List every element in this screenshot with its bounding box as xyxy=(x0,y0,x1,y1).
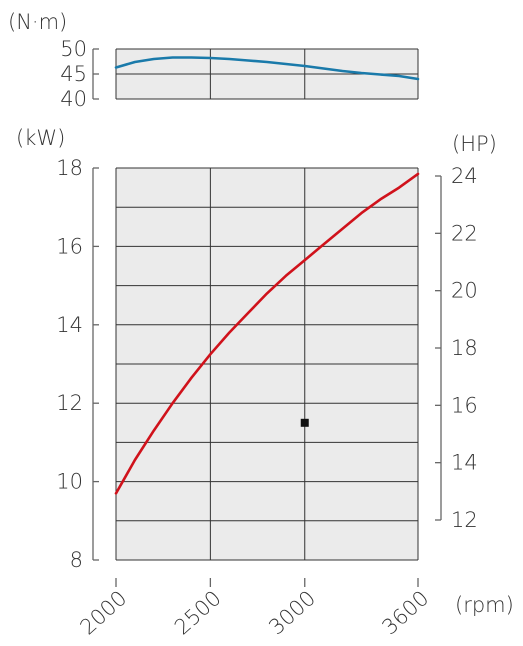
x-tick-label: 2000 xyxy=(76,586,132,640)
hp-tick-label: 16 xyxy=(451,393,478,417)
x-tick-label: 3000 xyxy=(264,586,320,640)
power-tick-label: 18 xyxy=(56,156,83,180)
hp-tick-label: 20 xyxy=(451,279,478,303)
plot-background xyxy=(116,49,418,560)
hp-tick-label: 14 xyxy=(451,451,478,475)
hp-tick-label: 12 xyxy=(451,508,478,532)
power-curve xyxy=(114,172,420,495)
power-unit-label: (kW) xyxy=(16,126,65,150)
hp-tick-label: 24 xyxy=(451,164,478,188)
torque-tick-label: 40 xyxy=(60,87,87,111)
torque-tick-label: 50 xyxy=(60,37,87,61)
x-tick-label: 2500 xyxy=(170,586,226,640)
torque-unit-label: (N·m) xyxy=(8,10,67,34)
axis-labels: (N·m) (kW) (HP) (rpm) xyxy=(8,10,514,617)
series-lines xyxy=(114,56,420,495)
hp-unit-label: (HP) xyxy=(452,132,497,156)
power-tick-label: 12 xyxy=(56,391,83,415)
hp-tick-label: 22 xyxy=(451,221,478,245)
power-tick-label: 14 xyxy=(56,313,83,337)
rpm-unit-label: (rpm) xyxy=(455,593,514,617)
rated-point-marker xyxy=(300,418,309,427)
power-tick-label: 16 xyxy=(56,234,83,258)
torque-curve xyxy=(114,56,420,81)
torque-tick-label: 45 xyxy=(60,62,87,86)
x-tick-label: 3600 xyxy=(378,586,434,640)
power-tick-label: 10 xyxy=(56,470,83,494)
hp-tick-label: 18 xyxy=(451,336,478,360)
power-tick-label: 8 xyxy=(70,548,83,572)
